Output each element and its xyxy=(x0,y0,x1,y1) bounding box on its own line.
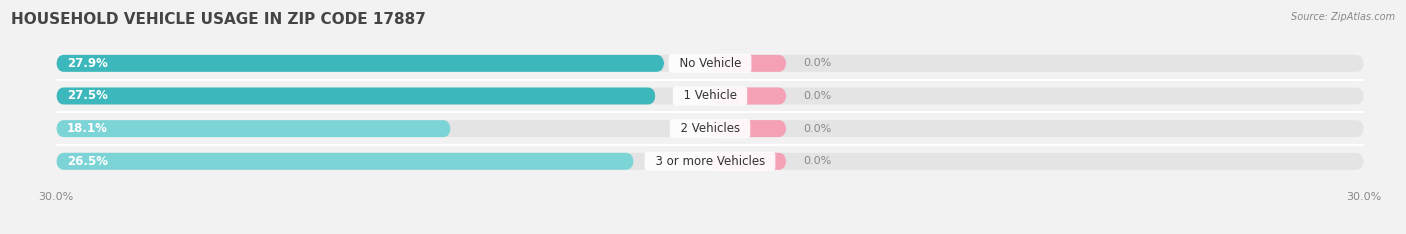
FancyBboxPatch shape xyxy=(56,153,1364,170)
FancyBboxPatch shape xyxy=(56,55,1364,72)
Text: No Vehicle: No Vehicle xyxy=(672,57,748,70)
Text: 26.5%: 26.5% xyxy=(67,155,108,168)
FancyBboxPatch shape xyxy=(56,88,655,105)
Text: HOUSEHOLD VEHICLE USAGE IN ZIP CODE 17887: HOUSEHOLD VEHICLE USAGE IN ZIP CODE 1788… xyxy=(11,12,426,27)
FancyBboxPatch shape xyxy=(56,88,1364,105)
Text: 1 Vehicle: 1 Vehicle xyxy=(676,89,744,102)
Text: 3 or more Vehicles: 3 or more Vehicles xyxy=(648,155,772,168)
Text: 0.0%: 0.0% xyxy=(804,91,832,101)
FancyBboxPatch shape xyxy=(56,120,1364,137)
Text: 0.0%: 0.0% xyxy=(804,124,832,134)
FancyBboxPatch shape xyxy=(56,153,634,170)
FancyBboxPatch shape xyxy=(710,120,786,137)
FancyBboxPatch shape xyxy=(710,153,786,170)
FancyBboxPatch shape xyxy=(56,55,664,72)
Text: 2 Vehicles: 2 Vehicles xyxy=(672,122,748,135)
Text: 18.1%: 18.1% xyxy=(67,122,108,135)
Text: 0.0%: 0.0% xyxy=(804,58,832,68)
FancyBboxPatch shape xyxy=(710,55,786,72)
Text: Source: ZipAtlas.com: Source: ZipAtlas.com xyxy=(1291,12,1395,22)
FancyBboxPatch shape xyxy=(710,88,786,105)
Text: 27.9%: 27.9% xyxy=(67,57,108,70)
Text: 0.0%: 0.0% xyxy=(804,156,832,166)
FancyBboxPatch shape xyxy=(56,120,451,137)
Text: 27.5%: 27.5% xyxy=(67,89,108,102)
